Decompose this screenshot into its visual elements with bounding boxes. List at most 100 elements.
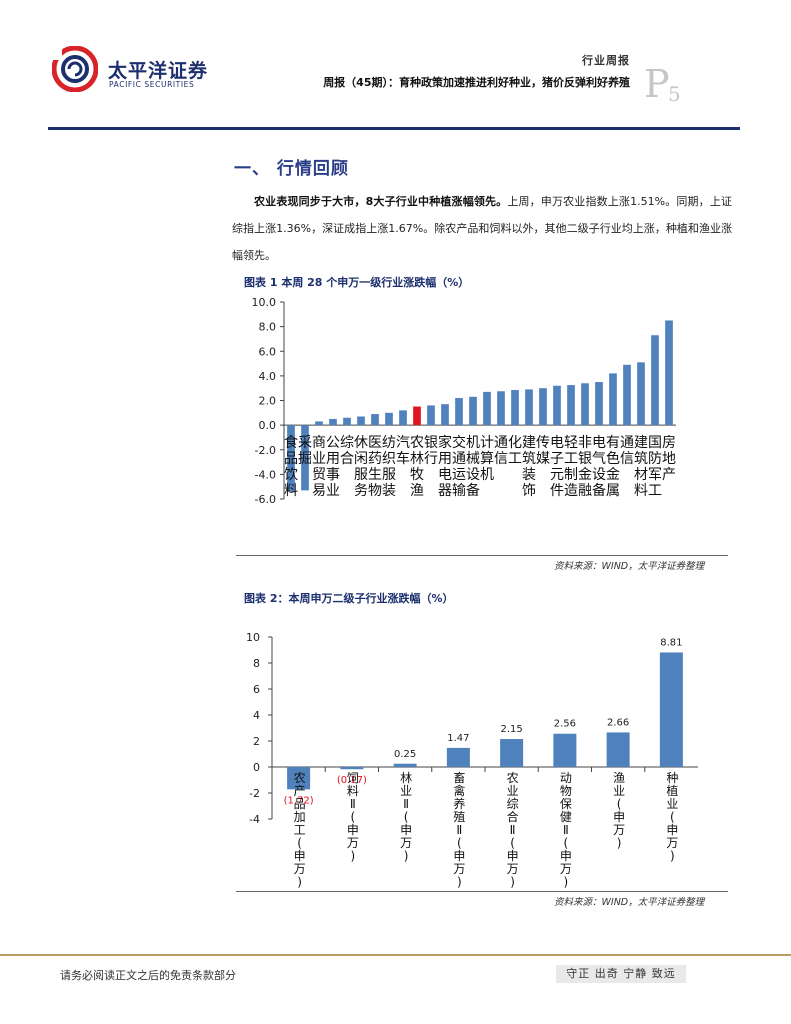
- category-label-char: 万: [294, 862, 306, 876]
- category-label-char: 业: [666, 797, 678, 811]
- y-tick-label: -4.0: [255, 468, 276, 481]
- category-label-char: 工: [648, 483, 662, 499]
- bar-18: [525, 389, 533, 426]
- category-label-char: ): [510, 875, 515, 889]
- bar-11: [427, 405, 435, 426]
- category-label-char: 申: [453, 849, 465, 863]
- category-label-char: 通: [620, 435, 634, 451]
- bar-12: [441, 404, 449, 426]
- category-label-char: 合: [340, 451, 354, 467]
- category-label-char: 万: [453, 862, 465, 876]
- category-label-char: 金: [606, 467, 620, 483]
- category-label-char: 事: [326, 467, 340, 483]
- category-label-char: 业: [312, 451, 326, 467]
- bar-22: [581, 383, 589, 426]
- category-label-char: 林: [410, 451, 424, 467]
- category-label-char: 禽: [453, 783, 465, 798]
- category-label-char: 农: [294, 771, 306, 785]
- category-label-char: 筑: [522, 451, 536, 467]
- category-label-char: 服: [382, 467, 396, 483]
- category-label-char: 合: [507, 809, 519, 824]
- category-label-char: (: [351, 810, 356, 824]
- category-label-char: 农: [507, 771, 519, 785]
- y-tick-label: 2: [253, 735, 260, 748]
- category-label-char: 申: [507, 849, 519, 863]
- category-label-char: 医: [368, 435, 382, 451]
- category-label-char: 万: [560, 862, 572, 876]
- category-label-char: 通: [494, 435, 508, 451]
- category-label-char: (: [617, 797, 622, 811]
- data-label: 2.66: [607, 717, 629, 728]
- category-label-char: 交: [452, 434, 466, 451]
- y-tick-label: 10: [246, 631, 260, 644]
- category-label-char: ): [617, 836, 622, 850]
- category-label-char: 通: [452, 451, 466, 467]
- category-label-char: 子: [550, 451, 564, 467]
- bar-8: [385, 412, 393, 426]
- bar-3: [393, 763, 417, 767]
- bar-7: [606, 732, 630, 767]
- bar-24: [609, 373, 617, 426]
- category-label-char: 建: [634, 435, 648, 451]
- category-label-char: 产: [294, 784, 306, 798]
- category-label-char: (: [457, 836, 462, 850]
- category-label-char: 金: [578, 467, 592, 483]
- category-label-char: 业: [400, 784, 412, 798]
- category-label-char: 织: [382, 451, 396, 467]
- category-label-char: 料: [347, 784, 359, 798]
- category-label-char: 业: [507, 784, 519, 798]
- summary-paragraph: 农业表现同步于大市，8大子行业中种植涨幅领先。上周，申万农业指数上涨1.51%。…: [232, 188, 732, 269]
- category-label-char: 融: [578, 483, 592, 499]
- category-label-char: 车: [396, 450, 410, 467]
- bar-13: [455, 398, 463, 426]
- category-label-char: 材: [634, 467, 648, 483]
- data-label: 2.15: [500, 724, 522, 735]
- bar-10: [413, 406, 421, 426]
- header-divider: [48, 127, 740, 130]
- category-label-char: 纺: [382, 435, 396, 451]
- category-label-char: Ⅱ: [510, 823, 516, 837]
- category-label-char: ): [670, 849, 675, 863]
- category-label-char: 银: [424, 435, 438, 451]
- page-letter: P: [644, 62, 670, 106]
- y-tick-label: 6: [253, 683, 260, 696]
- category-label-char: 机: [466, 435, 480, 451]
- category-label-char: 农: [410, 435, 424, 451]
- category-label-char: 申: [400, 823, 412, 837]
- y-tick-label: 0: [253, 761, 260, 774]
- figure2-source: 资料来源：WIND，太平洋证券整理: [554, 897, 705, 908]
- category-label-char: 业: [613, 784, 625, 798]
- category-label-char: 器: [438, 483, 452, 499]
- bar-6: [553, 733, 577, 767]
- category-label-char: 家: [438, 434, 452, 451]
- figure1-rule: [236, 555, 728, 556]
- page-number: 5: [668, 82, 681, 106]
- bar-4: [446, 747, 470, 767]
- paragraph-lead: 农业表现同步于大市，8大子行业中种植涨幅领先。: [254, 195, 508, 208]
- y-tick-label: 8: [253, 657, 260, 670]
- category-label-char: 申: [560, 849, 572, 863]
- y-tick-label: 6.0: [259, 345, 277, 358]
- category-label-char: 业: [326, 483, 340, 499]
- category-label-char: 工: [508, 451, 522, 467]
- category-label-char: 产: [662, 467, 676, 483]
- logo-chinese-name: 太平洋证券: [108, 60, 209, 82]
- data-label: 1.47: [447, 733, 469, 744]
- category-label-char: 饮: [284, 467, 298, 483]
- footer-disclaimer: 请务必阅读正文之后的免责条款部分: [60, 969, 236, 982]
- category-label-char: 牧: [410, 467, 424, 483]
- category-label-char: 轻: [564, 435, 578, 451]
- category-label-char: 饲: [347, 771, 359, 785]
- y-tick-label: 2.0: [259, 395, 277, 408]
- category-label-char: 银: [578, 451, 592, 467]
- paragraph-body: 上周，申万农业指数上涨1.51%。同期，上证综指上涨1.36%，深证成指上涨1.…: [232, 195, 732, 262]
- bar-21: [567, 385, 575, 426]
- bar-4: [329, 418, 337, 426]
- bar-28: [665, 320, 673, 426]
- category-label-char: 物: [560, 784, 572, 798]
- category-label-char: 申: [347, 823, 359, 837]
- category-label-char: 商: [312, 435, 326, 451]
- bar-27: [651, 335, 659, 426]
- category-label-char: 万: [666, 836, 678, 850]
